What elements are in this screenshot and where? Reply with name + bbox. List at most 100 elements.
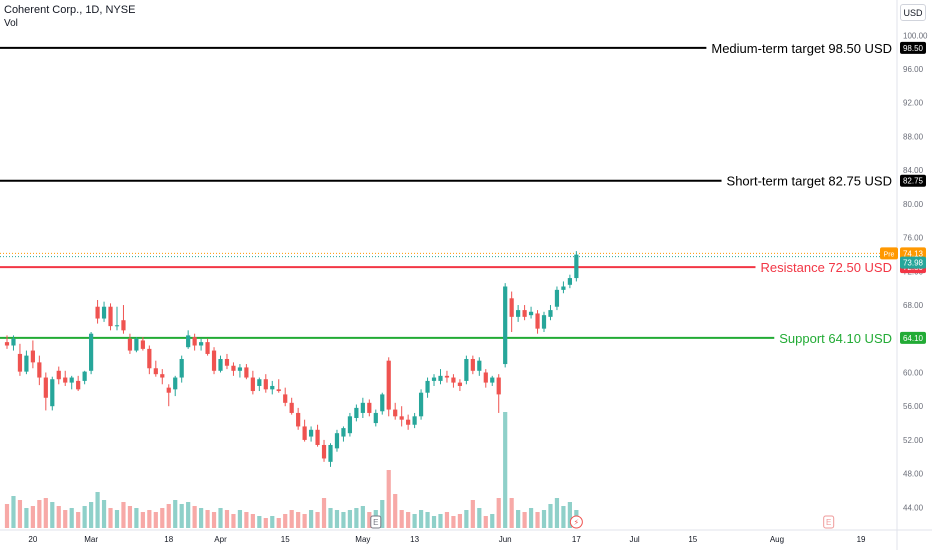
candle-body[interactable] [321, 444, 327, 459]
candle-body[interactable] [166, 387, 171, 393]
candle-body[interactable] [516, 310, 521, 317]
candle-body[interactable] [108, 306, 113, 327]
candle-body[interactable] [406, 419, 411, 425]
candle-body[interactable] [457, 382, 462, 386]
candle-body[interactable] [63, 377, 68, 383]
candle-body[interactable] [380, 394, 385, 412]
earnings-event-icon[interactable] [823, 515, 835, 529]
candle-body[interactable] [470, 358, 475, 371]
candle-body[interactable] [30, 350, 35, 363]
candle-body[interactable] [567, 278, 572, 285]
candle-body[interactable] [574, 254, 579, 279]
candle-body[interactable] [211, 350, 217, 371]
candle-body[interactable] [283, 394, 288, 403]
candle-body[interactable] [263, 379, 268, 390]
candle-body[interactable] [334, 433, 340, 449]
candle-body[interactable] [367, 402, 372, 413]
candle-body[interactable] [43, 377, 48, 398]
candle-body[interactable] [257, 379, 262, 386]
candle-body[interactable] [50, 379, 55, 407]
candle-body[interactable] [341, 428, 346, 437]
candle-body[interactable] [11, 338, 16, 346]
candle-body[interactable] [199, 342, 204, 346]
candle-body[interactable] [302, 426, 307, 440]
candle-body[interactable] [418, 392, 424, 417]
candle-body[interactable] [89, 333, 94, 371]
candle-body[interactable] [192, 337, 197, 346]
candle-body[interactable] [218, 358, 223, 371]
candle-body[interactable] [425, 380, 430, 393]
flash-event-icon[interactable] [569, 515, 583, 529]
candle-body[interactable] [308, 429, 314, 437]
candle-body[interactable] [477, 360, 482, 371]
candle-body[interactable] [134, 338, 139, 351]
candle-body[interactable] [244, 367, 249, 378]
candle-body[interactable] [289, 402, 294, 413]
candle-body[interactable] [153, 368, 158, 375]
candle-body[interactable] [82, 371, 87, 381]
candle-body[interactable] [121, 320, 126, 331]
candle-body[interactable] [276, 389, 281, 392]
volume-bar [296, 512, 301, 528]
candle-body[interactable] [173, 377, 178, 390]
candle-body[interactable] [360, 402, 365, 413]
candle-body[interactable] [412, 416, 417, 425]
currency-button[interactable]: USD [900, 4, 926, 21]
candle-body[interactable] [37, 362, 42, 378]
candle-body[interactable] [160, 374, 165, 378]
candle-body[interactable] [205, 342, 210, 354]
candle-body[interactable] [127, 338, 133, 351]
candle-body[interactable] [464, 358, 469, 381]
candle-body[interactable] [147, 348, 152, 369]
candle-body[interactable] [69, 377, 74, 383]
candle-body[interactable] [548, 310, 553, 317]
candle-body[interactable] [224, 358, 230, 366]
candle-body[interactable] [4, 342, 10, 346]
candle-body[interactable] [17, 353, 23, 372]
candle-body[interactable] [296, 412, 301, 427]
candle-body[interactable] [250, 377, 255, 392]
candle-body[interactable] [179, 358, 184, 378]
candle-body[interactable] [541, 315, 547, 329]
volume-bar [503, 412, 508, 528]
candle-body[interactable] [270, 385, 275, 390]
candle-body[interactable] [347, 416, 353, 434]
candle-body[interactable] [535, 313, 540, 329]
candle-body[interactable] [186, 335, 191, 348]
candle-body[interactable] [354, 407, 359, 418]
candle-body[interactable] [483, 372, 488, 383]
candle-body[interactable] [114, 325, 120, 327]
candle-body[interactable] [76, 380, 81, 390]
candle-body[interactable] [496, 377, 501, 395]
candle-body[interactable] [56, 370, 61, 380]
candle-body[interactable] [393, 409, 398, 417]
candle-body[interactable] [95, 306, 100, 319]
premarket-tag-label: Pre [884, 251, 895, 258]
candle-body[interactable] [373, 412, 378, 424]
candle-body[interactable] [561, 286, 566, 290]
candle-body[interactable] [554, 289, 560, 307]
candle-body[interactable] [444, 375, 450, 378]
candle-body[interactable] [24, 355, 29, 372]
candle-body[interactable] [451, 377, 456, 383]
candle-body[interactable] [528, 311, 534, 316]
candle-body[interactable] [509, 298, 514, 317]
candle-body[interactable] [315, 429, 320, 445]
volume-bar [218, 508, 223, 528]
candle-body[interactable] [490, 377, 495, 383]
candle-body[interactable] [503, 286, 508, 365]
candle-body[interactable] [438, 375, 443, 381]
candle-body[interactable] [328, 444, 333, 462]
candle-body[interactable] [231, 365, 236, 371]
candle-body[interactable] [399, 416, 404, 420]
candle-body[interactable] [386, 360, 391, 410]
volume-bar [360, 506, 365, 528]
candle-body[interactable] [237, 367, 243, 371]
candle-body[interactable] [522, 310, 527, 317]
candle-body[interactable] [140, 340, 145, 349]
earnings-event-icon[interactable] [370, 515, 382, 529]
candle-body[interactable] [431, 377, 437, 381]
candle-body[interactable] [101, 306, 107, 319]
